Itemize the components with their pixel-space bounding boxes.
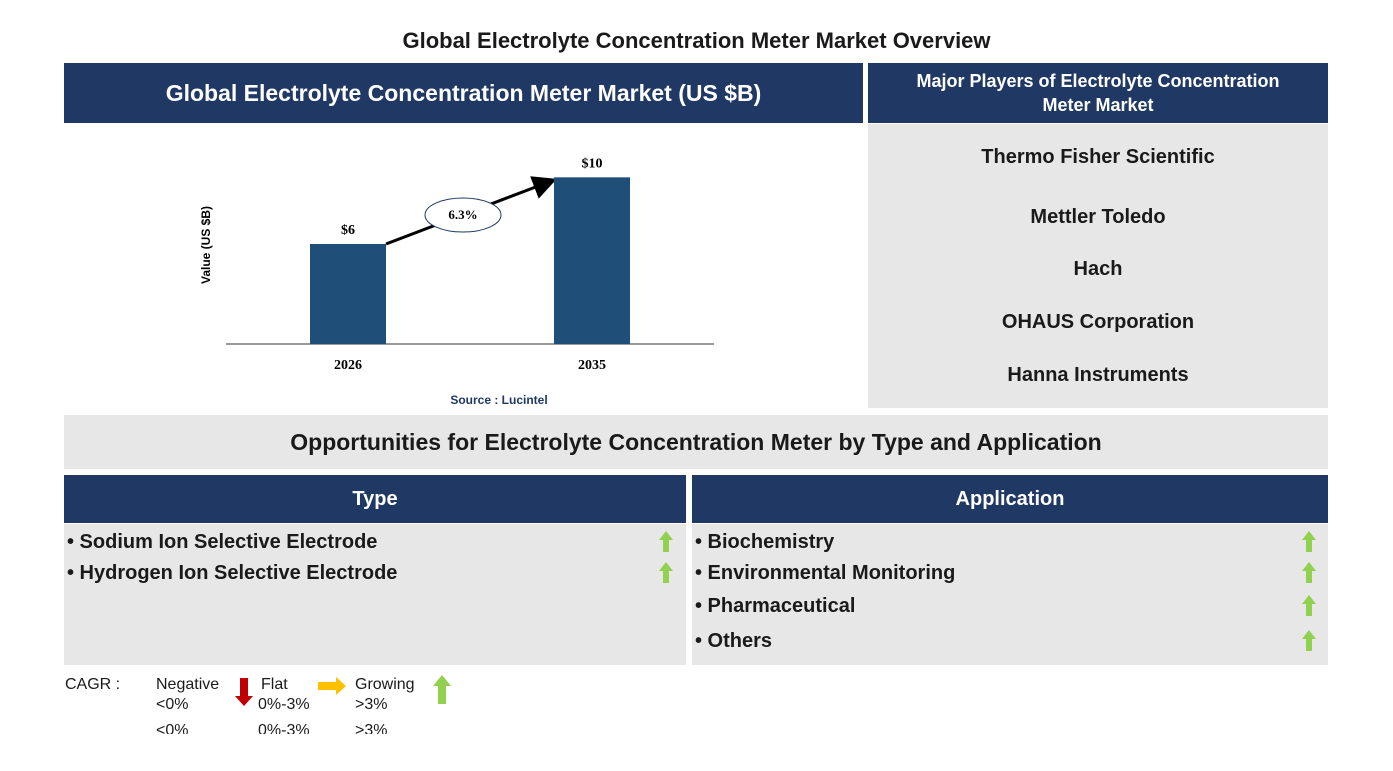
x-tick-label: 2026 (334, 358, 362, 373)
chart: Value (US $B) 6.3% Source : Lucintel $6 2… (199, 156, 714, 407)
legend-name: Growing (355, 676, 415, 693)
cagr-label: 6.3% (448, 207, 477, 222)
growth-icon (1302, 562, 1316, 583)
bar (554, 177, 630, 344)
type-header: Type (64, 475, 686, 523)
player: OHAUS Corporation (1001, 311, 1195, 333)
application-item: • Others (695, 630, 773, 652)
legend-label: CAGR : (65, 676, 121, 693)
chart-title: Global Electrolyte Concentration Meter M… (64, 63, 863, 123)
opportunities-title: Opportunities for Electrolyte Concentrat… (64, 415, 1328, 469)
legend-range-ghost: >3% (355, 722, 388, 734)
application-panel (692, 524, 1328, 665)
legend-range-ghost: 0%-3% (258, 722, 310, 734)
y-axis-label: Value (US $B) (199, 206, 213, 284)
legend-icons (235, 675, 451, 706)
legend-range: >3% (355, 696, 388, 713)
type-item: • Sodium Ion Selective Electrode (67, 531, 378, 553)
page-title: Global Electrolyte Concentration Meter M… (402, 28, 991, 53)
growth-icon (1302, 531, 1316, 552)
player: Mettler Toledo (1030, 206, 1166, 228)
growing-icon (433, 675, 451, 704)
players-title: Major Players of Electrolyte Concentrati… (868, 63, 1328, 123)
application-item: • Environmental Monitoring (695, 562, 956, 584)
application-item: • Biochemistry (695, 531, 835, 553)
type-panel (64, 524, 686, 665)
flat-icon (318, 677, 346, 695)
player: Hach (1073, 258, 1123, 280)
growth-icon (659, 562, 673, 583)
value-label: $6 (341, 223, 355, 238)
negative-icon (235, 678, 253, 706)
legend-range: <0% (156, 696, 189, 713)
players-panel (868, 124, 1328, 408)
value-label: $10 (582, 156, 603, 171)
x-tick-label: 2035 (578, 358, 606, 373)
type-item: • Hydrogen Ion Selective Electrode (67, 562, 398, 584)
legend-range-ghost: <0% (156, 722, 189, 734)
legend-name: Flat (261, 676, 288, 693)
growth-icon (659, 531, 673, 552)
application-item: • Pharmaceutical (695, 595, 856, 617)
growth-icon (1302, 595, 1316, 616)
growth-icon (1302, 630, 1316, 651)
application-header: Application (692, 475, 1328, 523)
legend-name: Negative (156, 676, 220, 693)
player: Hanna Instruments (1007, 364, 1189, 386)
cagr-ellipse (424, 197, 502, 233)
bar (310, 244, 386, 344)
source: Source : Lucintel (450, 393, 547, 407)
player: Thermo Fisher Scientific (981, 146, 1215, 168)
legend-range: 0%-3% (258, 696, 310, 713)
